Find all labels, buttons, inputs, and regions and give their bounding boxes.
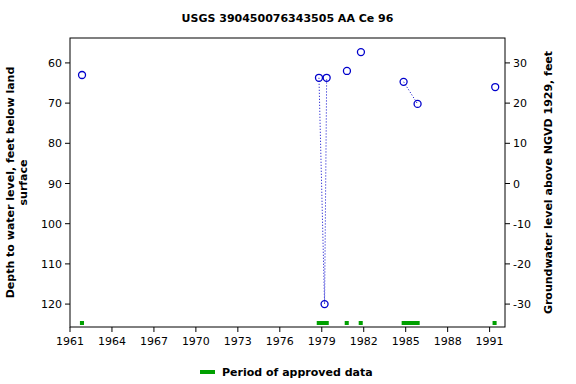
- x-tick: [363, 327, 364, 332]
- approved-period: [80, 321, 84, 325]
- legend-label: Period of approved data: [222, 366, 373, 379]
- y-tick: [65, 103, 70, 104]
- series-line: [319, 78, 495, 304]
- title: USGS 390450076343505 AA Ce 96: [182, 12, 394, 25]
- x-tick: [195, 327, 196, 332]
- data-point: [414, 100, 421, 107]
- y-tick: [65, 304, 70, 305]
- approved-period: [493, 321, 497, 325]
- y2-tick-label: 20: [513, 97, 527, 110]
- data-point: [400, 78, 407, 85]
- y2-tick: [505, 62, 510, 63]
- x-tick-label: 1976: [266, 335, 294, 348]
- y2-tick: [505, 143, 510, 144]
- y2-tick-label: -20: [513, 258, 531, 271]
- x-tick-label: 1991: [476, 335, 504, 348]
- x-tick: [447, 327, 448, 332]
- approved-period: [345, 321, 349, 325]
- y2-tick: [505, 183, 510, 184]
- data-point: [321, 301, 328, 308]
- y-tick-label: 90: [48, 178, 62, 191]
- y2-tick: [505, 263, 510, 264]
- y2-tick-label: 30: [513, 57, 527, 70]
- y2-tick: [505, 223, 510, 224]
- y-tick: [65, 62, 70, 63]
- chart: USGS 390450076343505 AA Ce 96 1961 1964 196…: [0, 0, 576, 384]
- x-tick: [279, 327, 280, 332]
- x-tick-label: 1988: [434, 335, 462, 348]
- x-tick-label: 1985: [392, 335, 420, 348]
- plot-area: [79, 49, 499, 325]
- data-point: [323, 74, 330, 81]
- approved-period: [317, 321, 329, 325]
- y2-tick: [505, 103, 510, 104]
- x-tick-label: 1961: [56, 335, 84, 348]
- x-tick-label: 1982: [350, 335, 378, 348]
- y-tick: [65, 263, 70, 264]
- y-axis-label: surface: [17, 160, 30, 206]
- x-tick-label: 1967: [140, 335, 168, 348]
- y-tick-label: 60: [48, 57, 62, 70]
- data-point: [357, 49, 364, 56]
- data-point: [315, 74, 322, 81]
- y2-tick-label: 0: [513, 178, 520, 191]
- x-tick: [405, 327, 406, 332]
- y-tick-label: 70: [48, 97, 62, 110]
- y-tick: [65, 143, 70, 144]
- y-tick: [65, 183, 70, 184]
- x-tick-label: 1964: [98, 335, 126, 348]
- y2-tick-label: -10: [513, 218, 531, 231]
- y-tick-label: 120: [41, 298, 62, 311]
- y2-tick: [505, 304, 510, 305]
- data-point: [492, 84, 499, 91]
- legend-swatch: [200, 370, 215, 374]
- x-tick: [489, 327, 490, 332]
- y-tick-label: 80: [48, 137, 62, 150]
- x-tick-label: 1973: [224, 335, 252, 348]
- approved-period: [359, 321, 363, 325]
- plot-frame: [70, 38, 505, 327]
- y-tick: [65, 223, 70, 224]
- y-tick-label: 110: [41, 258, 62, 271]
- y-tick-label: 100: [41, 218, 62, 231]
- x-tick: [237, 327, 238, 332]
- data-point: [79, 71, 86, 78]
- x-tick: [70, 327, 71, 332]
- x-tick-label: 1979: [308, 335, 336, 348]
- y2-axis-label: Groundwater level above NGVD 1929, feet: [542, 51, 555, 314]
- x-tick: [321, 327, 322, 332]
- y-axis-label: Depth to water level, feet below land: [4, 67, 17, 299]
- approved-period: [402, 321, 420, 325]
- y2-tick-label: 10: [513, 137, 527, 150]
- y2-tick-label: -30: [513, 298, 531, 311]
- x-tick-label: 1970: [182, 335, 210, 348]
- x-tick: [153, 327, 154, 332]
- data-point: [343, 67, 350, 74]
- x-tick: [111, 327, 112, 332]
